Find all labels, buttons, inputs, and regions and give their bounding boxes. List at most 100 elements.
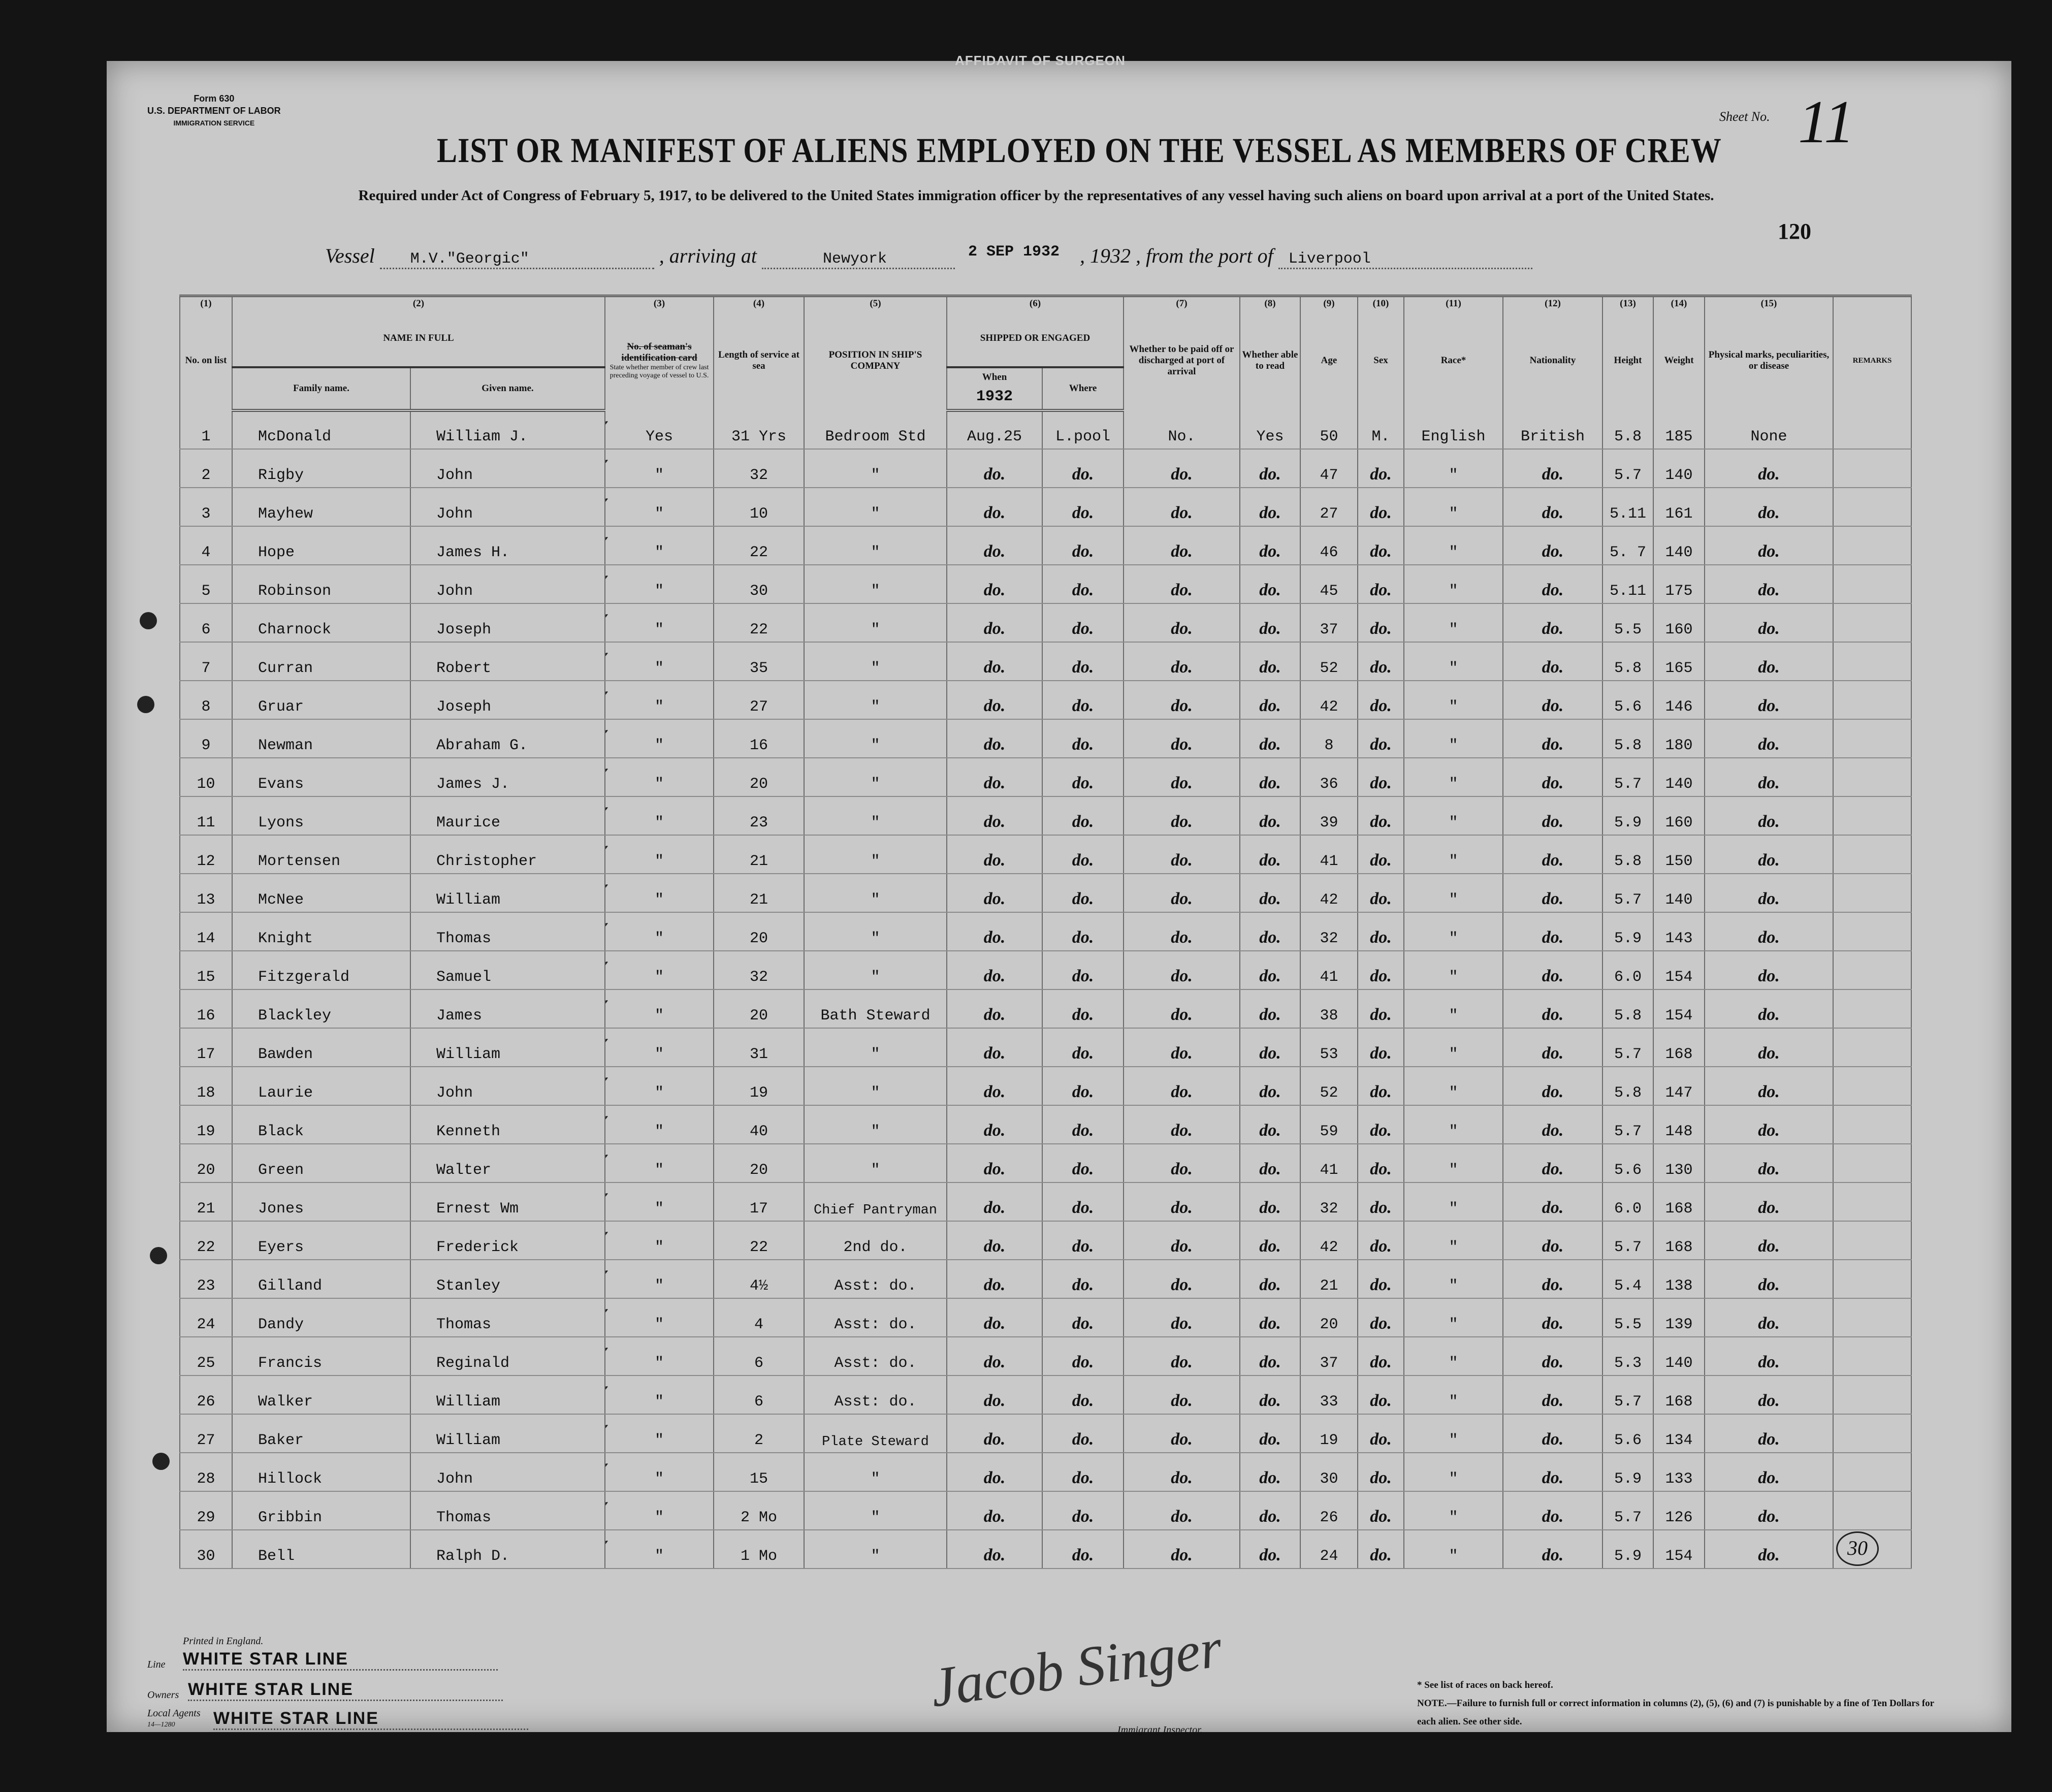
cell-where: do. <box>1042 1260 1124 1299</box>
cell-weight-text: 154 <box>1665 1548 1693 1565</box>
cell-when: do. <box>946 1530 1043 1569</box>
check-mark-icon: ✓ <box>606 800 613 830</box>
check-mark-icon: ✓ <box>606 1379 613 1410</box>
cell-service-text: 30 <box>749 583 768 600</box>
cell-paid: do. <box>1123 912 1240 951</box>
from-port: Liverpool <box>1278 250 1532 269</box>
cell-family-text: Lyons <box>258 814 304 831</box>
vessel-name: M.V."Georgic" <box>379 250 654 269</box>
cell-remarks <box>1833 603 1912 643</box>
check-mark-icon: ✓ <box>606 1340 613 1371</box>
cell-remarks <box>1833 1144 1912 1183</box>
cell-read: do. <box>1239 989 1301 1029</box>
cell-age-text: 41 <box>1320 853 1338 870</box>
cell-weight-text: 168 <box>1665 1239 1693 1256</box>
cell-nationality-text: do. <box>1542 1468 1564 1487</box>
cell-given: John <box>410 488 605 527</box>
cell-paid: do. <box>1123 835 1240 874</box>
cell-sex: do. <box>1357 603 1404 643</box>
cell-where-text: do. <box>1072 581 1094 599</box>
cell-nationality: do. <box>1502 603 1603 643</box>
cell-given-text: James H. <box>436 544 510 561</box>
cell-race: " <box>1403 874 1503 913</box>
cell-weight-text: 165 <box>1665 660 1693 677</box>
cell-paid: do. <box>1123 758 1240 797</box>
check-mark-icon: ✓ <box>606 414 613 444</box>
cell-sex: do. <box>1357 1414 1404 1453</box>
cell-position: " <box>804 912 947 951</box>
cell-card: "✓ <box>604 1298 714 1337</box>
cell-paid: do. <box>1123 449 1240 488</box>
cell-when-text: do. <box>983 503 1006 522</box>
cell-card-text: " <box>654 1162 664 1179</box>
cell-nationality-text: do. <box>1542 658 1564 677</box>
cell-age-text: 19 <box>1320 1432 1338 1449</box>
cell-nationality: do. <box>1502 1414 1603 1453</box>
cell-weight: 143 <box>1653 912 1705 951</box>
cell-weight: 168 <box>1653 1221 1705 1260</box>
cell-nationality-text: do. <box>1542 1237 1564 1256</box>
cell-weight: 138 <box>1653 1260 1705 1299</box>
cell-read: do. <box>1239 912 1301 951</box>
cell-nationality-text: do. <box>1542 1198 1564 1217</box>
cell-family-text: Walker <box>258 1393 313 1411</box>
cell-position: " <box>804 1067 947 1106</box>
cell-weight-text: 138 <box>1665 1277 1693 1295</box>
cell-read-text: do. <box>1259 1353 1281 1371</box>
cell-family: Rigby <box>232 449 411 488</box>
cell-nationality-text: do. <box>1542 967 1564 985</box>
cell-read: do. <box>1239 835 1301 874</box>
cell-given: William J. <box>410 410 605 450</box>
cell-age-text: 33 <box>1320 1393 1338 1411</box>
cell-nationality: do. <box>1502 1182 1603 1222</box>
when-label: When <box>982 372 1007 382</box>
cell-age: 50 <box>1300 410 1358 450</box>
cell-age-text: 46 <box>1320 544 1338 561</box>
column-number: (10) <box>1357 295 1404 310</box>
column-number: (5) <box>804 295 947 310</box>
cell-height: 5.4 <box>1602 1260 1654 1299</box>
cell-given-text: Christopher <box>436 853 537 870</box>
cell-age: 21 <box>1300 1260 1358 1299</box>
cell-nationality: do. <box>1502 719 1603 758</box>
cell-height: 6.0 <box>1602 951 1654 990</box>
cell-nationality-text: do. <box>1542 1044 1564 1063</box>
cell-sex-text: do. <box>1370 1468 1392 1487</box>
cell-nationality-text: do. <box>1542 774 1564 792</box>
cell-sex: do. <box>1357 1028 1404 1067</box>
cell-physical-text: do. <box>1758 1391 1780 1410</box>
cell-race: " <box>1403 1453 1503 1492</box>
check-mark-icon: ✓ <box>606 1032 613 1062</box>
cell-when-text: do. <box>983 1275 1006 1294</box>
cell-position-text: Plate Steward <box>822 1434 929 1450</box>
cell-physical-text: do. <box>1758 581 1780 599</box>
cell-sex-text: do. <box>1370 1275 1392 1294</box>
cell-no: 29 <box>179 1491 233 1530</box>
cell-service: 32 <box>713 449 805 488</box>
cell-when-text: do. <box>983 812 1006 831</box>
cell-card-text: " <box>654 698 664 716</box>
cell-sex-text: do. <box>1370 696 1392 715</box>
cell-nationality: do. <box>1502 796 1603 836</box>
cell-paid-text: do. <box>1171 465 1193 484</box>
cell-height-text: 5. 7 <box>1609 544 1646 561</box>
cell-card-text: " <box>654 467 664 484</box>
cell-nationality: do. <box>1502 1491 1603 1530</box>
cell-read-text: do. <box>1259 1546 1281 1564</box>
cell-height-text: 5.7 <box>1614 1046 1642 1063</box>
cell-height: 5.8 <box>1602 719 1654 758</box>
cell-service: 40 <box>713 1105 805 1144</box>
cell-service-text: 20 <box>749 1007 768 1025</box>
cell-given-text: Joseph <box>436 698 492 716</box>
cell-race-text: " <box>1449 1432 1458 1449</box>
col-family-name: Family name. <box>232 366 411 412</box>
cell-sex-text: do. <box>1370 658 1392 677</box>
line-value: WHITE STAR LINE <box>183 1649 498 1671</box>
cell-no-text: 1 <box>201 428 211 445</box>
cell-sex-text: do. <box>1370 1082 1392 1101</box>
owners-label: Owners <box>147 1689 179 1701</box>
cell-where-text: do. <box>1072 851 1094 870</box>
